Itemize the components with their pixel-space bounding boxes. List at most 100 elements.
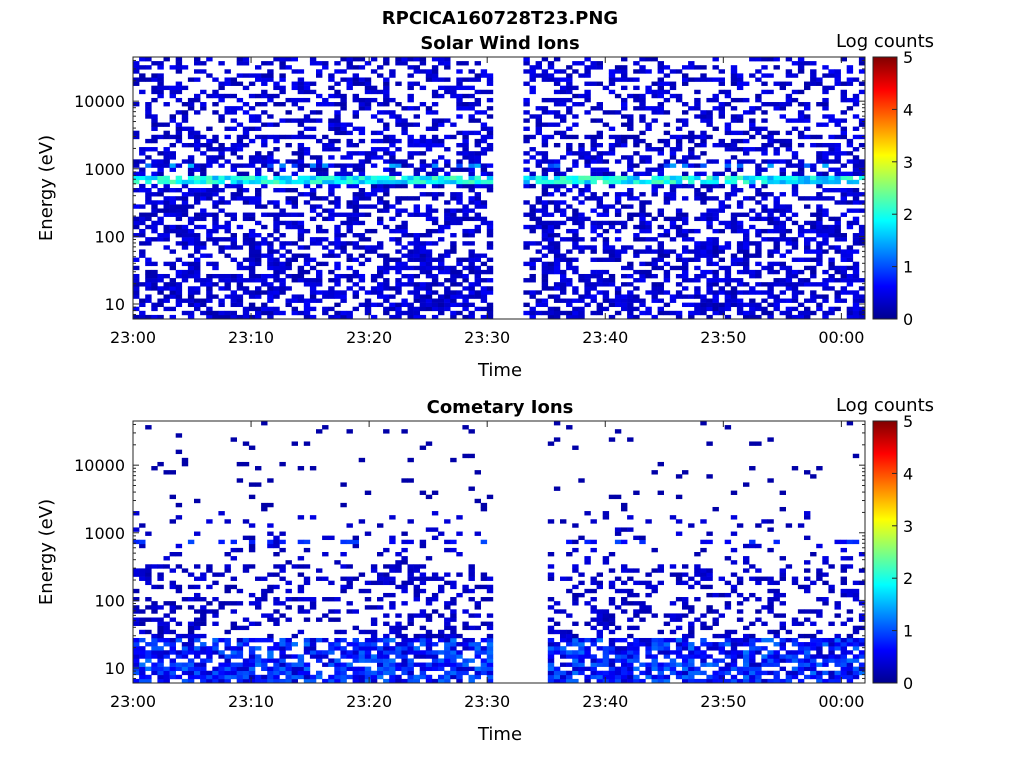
spectrogram-cell <box>224 126 231 131</box>
spectrogram-cell <box>456 670 463 676</box>
spectrogram-cell <box>309 605 317 610</box>
spectrogram-cell <box>486 658 494 663</box>
spectrogram-cell <box>157 93 164 99</box>
spectrogram-cell <box>474 159 481 164</box>
spectrogram-cell <box>730 138 738 144</box>
spectrogram-cell <box>450 302 457 308</box>
spectrogram-cell <box>675 228 683 234</box>
spectrogram-cell <box>523 110 530 115</box>
spectrogram-cell <box>730 183 738 189</box>
spectrogram-cell <box>633 278 640 283</box>
spectrogram-cell <box>639 220 646 226</box>
spectrogram-cell <box>413 212 420 217</box>
spectrogram-cell <box>340 233 347 238</box>
spectrogram-cell <box>743 212 750 217</box>
spectrogram-cell <box>590 249 597 254</box>
spectrogram-cell <box>706 220 713 226</box>
spectrogram-cell <box>334 245 341 250</box>
spectrogram-cell <box>419 282 427 287</box>
spectrogram-cell <box>163 57 170 62</box>
spectrogram-cell <box>712 237 719 242</box>
spectrogram-cell <box>761 192 768 197</box>
spectrogram-cell <box>352 57 359 62</box>
spectrogram-cell <box>706 314 713 319</box>
spectrogram-cell <box>389 629 396 635</box>
spectrogram-cell <box>590 310 597 316</box>
spectrogram-cell <box>706 261 713 267</box>
spectrogram-cell <box>858 134 865 140</box>
spectrogram-cell <box>145 200 152 205</box>
spectrogram-cell <box>255 310 262 316</box>
spectrogram-cell <box>200 605 207 610</box>
spectrogram-cell <box>267 241 274 246</box>
spectrogram-cell <box>139 167 146 172</box>
spectrogram-cell <box>169 93 176 99</box>
spectrogram-cell <box>450 457 457 463</box>
spectrogram-cell <box>480 253 488 258</box>
colorbar-tick-label: 1 <box>903 258 913 277</box>
spectrogram-cell <box>206 674 213 680</box>
spectrogram-cell <box>133 134 140 140</box>
spectrogram-cell <box>834 220 841 226</box>
spectrogram-cell <box>846 282 854 287</box>
spectrogram-cell <box>133 637 140 643</box>
spectrogram-cell <box>352 539 359 545</box>
spectrogram-cell <box>682 273 689 279</box>
spectrogram-cell <box>553 163 561 168</box>
spectrogram-cell <box>267 151 274 156</box>
spectrogram-cell <box>322 294 329 299</box>
spectrogram-cell <box>590 192 597 197</box>
spectrogram-cell <box>468 188 475 193</box>
spectrogram-cell <box>273 621 280 626</box>
spectrogram-cell <box>578 155 585 160</box>
spectrogram-cell <box>621 122 628 127</box>
spectrogram-cell <box>523 102 530 107</box>
spectrogram-cell <box>560 290 567 295</box>
spectrogram-cell <box>529 212 536 217</box>
spectrogram-cell <box>255 261 262 267</box>
spectrogram-cell <box>602 560 610 565</box>
spectrogram-cell <box>297 273 305 279</box>
colorbar-tick-label: 5 <box>903 48 913 67</box>
spectrogram-cell <box>651 167 658 172</box>
spectrogram-cell <box>175 269 183 275</box>
spectrogram-cell <box>395 102 402 107</box>
spectrogram-cell <box>535 216 542 222</box>
spectrogram-cell <box>578 151 585 156</box>
spectrogram-cell <box>584 539 591 545</box>
spectrogram-cell <box>578 192 585 197</box>
spectrogram-cell <box>322 216 329 222</box>
spectrogram-cell <box>316 650 323 655</box>
colorbar-tick-label: 3 <box>903 153 913 172</box>
spectrogram-cell <box>596 134 603 140</box>
spectrogram-cell <box>242 278 250 283</box>
spectrogram-cell <box>578 220 585 226</box>
spectrogram-cell <box>364 654 372 659</box>
spectrogram-cell <box>267 543 274 549</box>
spectrogram-cell <box>608 69 616 74</box>
spectrogram-cell <box>133 666 140 672</box>
spectrogram-cell <box>279 245 286 250</box>
spectrogram-cell <box>450 601 457 606</box>
spectrogram-cell <box>730 192 738 197</box>
spectrogram-cell <box>303 228 311 234</box>
spectrogram-cell <box>181 200 189 205</box>
spectrogram-cell <box>590 539 597 545</box>
spectrogram-cell <box>248 179 256 185</box>
spectrogram-cell <box>785 286 793 291</box>
spectrogram-cell <box>462 278 469 283</box>
spectrogram-cell <box>163 625 170 631</box>
spectrogram-cell <box>791 118 799 123</box>
spectrogram-cell <box>462 314 469 319</box>
spectrogram-cell <box>761 237 768 242</box>
spectrogram-cell <box>700 273 707 279</box>
spectrogram-cell <box>474 531 481 536</box>
spectrogram-cell <box>334 261 341 267</box>
spectrogram-cell <box>328 662 335 667</box>
spectrogram-cell <box>834 171 841 177</box>
spectrogram-cell <box>273 678 280 683</box>
spectrogram-cell <box>584 73 591 78</box>
spectrogram-cell <box>322 134 329 140</box>
spectrogram-cell <box>139 302 146 308</box>
spectrogram-cell <box>169 609 176 614</box>
